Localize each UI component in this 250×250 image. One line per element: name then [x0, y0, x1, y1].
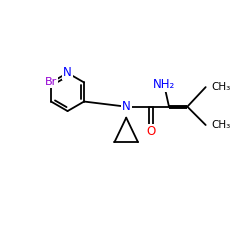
Text: CH₃: CH₃ [212, 82, 231, 92]
Text: NH₂: NH₂ [153, 78, 175, 91]
Text: N: N [122, 100, 130, 113]
Text: O: O [146, 124, 155, 138]
Text: Br: Br [45, 78, 57, 88]
Text: CH₃: CH₃ [212, 120, 231, 130]
Text: N: N [63, 66, 72, 80]
